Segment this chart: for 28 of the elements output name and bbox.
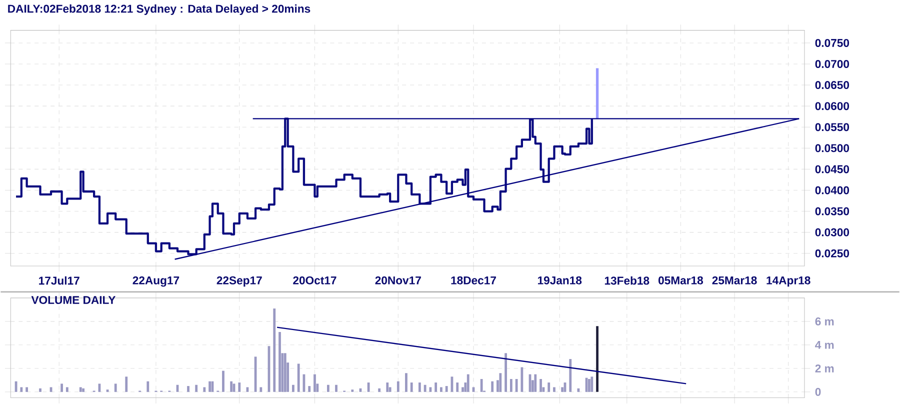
y-tick-label: 0.0400 (815, 186, 850, 194)
y-tick-label: 0.0300 (815, 228, 850, 237)
chart-title: DAILY:02Feb2018 12:21 Sydney : Data Delayed > 20mins (8, 4, 310, 16)
y-tick-label: 0.0450 (815, 165, 850, 174)
y-tick-label: 2 m (815, 364, 834, 373)
x-tick-label: 20Nov17 (375, 276, 421, 285)
x-tick-label: 22Aug17 (132, 276, 180, 287)
x-tick-label: 17Jul17 (39, 276, 80, 285)
y-tick-label: 0.0700 (815, 60, 850, 68)
y-tick-label: 0.0650 (815, 81, 850, 90)
y-tick-label: 6 m (815, 318, 834, 326)
chart-title: VOLUME DAILY (31, 296, 116, 304)
y-tick-label: 0.0350 (815, 207, 850, 216)
y-tick-label: 0.0250 (815, 250, 850, 258)
y-tick-label: 0.0600 (815, 102, 850, 110)
x-tick-label: 22Sep17 (216, 276, 262, 287)
x-tick-label: 19Jan18 (538, 276, 582, 285)
x-tick-label: 20Oct17 (293, 276, 336, 285)
x-tick-label: 05Mar18 (658, 276, 704, 285)
x-tick-label: 25Mar18 (712, 276, 757, 285)
y-tick-label: 0.0750 (815, 39, 850, 48)
y-tick-label: 0 (815, 388, 821, 396)
y-tick-label: 4 m (815, 341, 834, 349)
x-tick-label: 13Feb18 (604, 276, 650, 285)
y-tick-label: 0.0500 (815, 144, 850, 152)
x-tick-label: 14Apr18 (766, 276, 810, 287)
x-tick-label: 18Dec17 (451, 276, 496, 285)
y-tick-label: 0.0550 (815, 123, 850, 132)
